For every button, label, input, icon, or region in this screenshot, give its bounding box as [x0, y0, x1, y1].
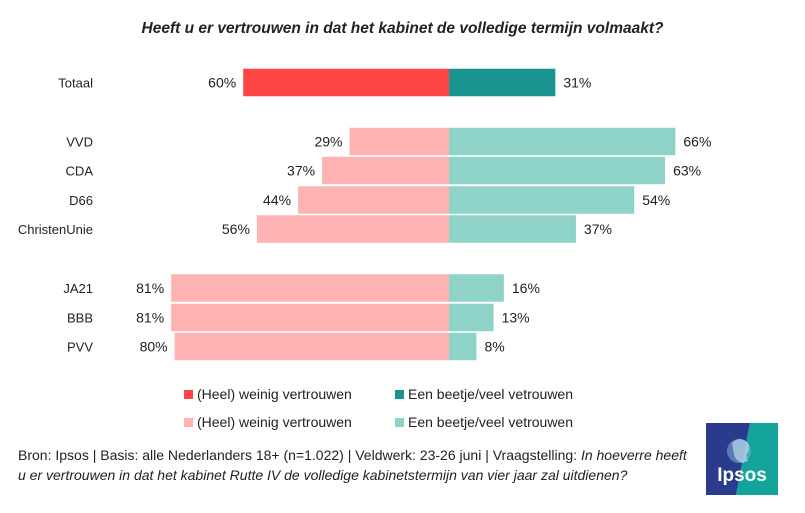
- value-label-positive-vvd: 66%: [683, 134, 711, 150]
- value-label-positive-christenunie: 37%: [584, 221, 612, 237]
- bar-negative-ja21: [171, 274, 450, 302]
- legend-swatch-party-positive: [395, 417, 404, 427]
- bar-positive-bbb: [449, 303, 494, 332]
- value-label-negative-pvv: 80%: [140, 339, 168, 355]
- value-label-positive-ja21: 16%: [512, 280, 540, 296]
- legend-row-party: (Heel) weinig vertrouwen Een beetje/veel…: [184, 414, 573, 430]
- value-label-positive-cda: 63%: [673, 163, 701, 179]
- value-label-negative-bbb: 81%: [136, 310, 164, 326]
- legend-label-total-negative: (Heel) weinig vertrouwen: [197, 386, 352, 402]
- value-label-negative-vvd: 29%: [314, 134, 342, 150]
- value-label-negative-christenunie: 56%: [222, 221, 250, 237]
- legend-label-party-positive: Een beetje/veel vetrouwen: [408, 414, 573, 430]
- chart-area: Totaal 60% 31% VVD 29% 66% CDA 37% 63% D66 44% 54% C…: [18, 68, 711, 361]
- legend-swatch-total-positive: [395, 389, 404, 399]
- bar-negative-christenunie: [256, 215, 449, 243]
- value-label-negative-d66: 44%: [263, 192, 291, 208]
- value-label-positive-bbb: 13%: [502, 310, 530, 326]
- bar-negative-pvv: [174, 332, 449, 361]
- legend-label-total-positive: Een beetje/veel vetrouwen: [408, 386, 573, 402]
- bar-positive-ja21: [449, 274, 504, 302]
- bar-negative-cda: [322, 156, 449, 185]
- category-label-d66: D66: [69, 193, 93, 208]
- category-label-pvv: PVV: [67, 340, 93, 355]
- bar-negative-bbb: [171, 303, 450, 332]
- bar-positive-vvd: [449, 127, 676, 156]
- category-label-cda: CDA: [66, 164, 94, 179]
- bar-positive-pvv: [449, 332, 477, 361]
- source-text: Bron: Ipsos | Basis: alle Nederlanders 1…: [18, 447, 581, 463]
- bar-negative-totaal: [243, 68, 449, 97]
- bar-positive-christenunie: [449, 215, 576, 243]
- legend-label-party-negative: (Heel) weinig vertrouwen: [197, 414, 352, 430]
- bar-negative-d66: [298, 186, 449, 214]
- bar-positive-totaal: [449, 68, 556, 97]
- legend-swatch-party-negative: [184, 417, 193, 427]
- value-label-negative-cda: 37%: [287, 163, 315, 179]
- value-label-negative-ja21: 81%: [136, 280, 164, 296]
- category-label-vvd: VVD: [66, 135, 93, 150]
- question-text: In hoeverre heeft u er vertrouwen in dat…: [18, 447, 687, 483]
- value-label-positive-pvv: 8%: [484, 339, 504, 355]
- bar-positive-d66: [449, 186, 635, 214]
- value-label-positive-d66: 54%: [642, 192, 670, 208]
- chart-title: Heeft u er vertrouwen in dat het kabinet…: [141, 20, 664, 37]
- category-label-bbb: BBB: [67, 311, 93, 326]
- legend-row-total: (Heel) weinig vertrouwen Een beetje/veel…: [184, 386, 573, 402]
- category-label-ja21: JA21: [63, 281, 93, 296]
- category-label-totaal: Totaal: [58, 76, 93, 91]
- legend-swatch-total-negative: [184, 389, 193, 399]
- category-label-christenunie: ChristenUnie: [18, 222, 93, 237]
- source-footnote: Bron: Ipsos | Basis: alle Nederlanders 1…: [18, 445, 698, 485]
- ipsos-logo: Ipsos: [706, 423, 778, 495]
- svg-text:Ipsos: Ipsos: [717, 465, 767, 486]
- bar-negative-vvd: [349, 127, 449, 156]
- bar-positive-cda: [449, 156, 666, 185]
- value-label-negative-totaal: 60%: [208, 75, 236, 91]
- value-label-positive-totaal: 31%: [563, 75, 591, 91]
